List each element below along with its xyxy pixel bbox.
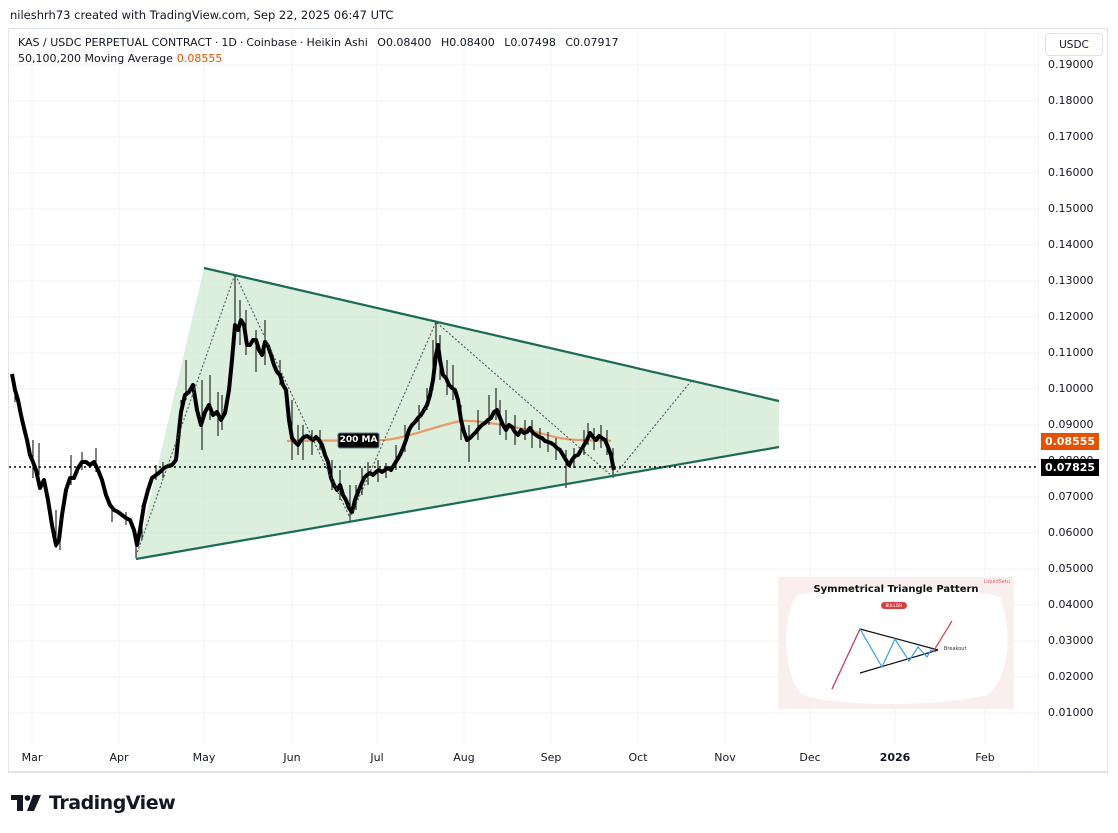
y-tick: 0.18000 [1048, 94, 1094, 107]
x-tick: Jun [283, 751, 301, 764]
x-tick: Apr [109, 751, 129, 764]
legend-indicator-row[interactable]: 50,100,200 Moving Average 0.08555 [18, 51, 619, 67]
x-tick: Sep [540, 751, 562, 764]
inset-illustration [778, 577, 1014, 709]
legend-indicator-name: 50,100,200 Moving Average [18, 52, 173, 65]
inset-badge: BULLISH [881, 602, 907, 609]
x-tick: Aug [453, 751, 475, 764]
x-tick: Mar [21, 751, 43, 764]
legend-close: C0.07917 [565, 36, 619, 49]
legend-open: O0.08400 [377, 36, 432, 49]
projected-zigzag-path [135, 272, 693, 557]
x-tick-year: 2026 [879, 751, 911, 764]
y-tick: 0.19000 [1048, 58, 1094, 71]
triangle-pattern-fill [136, 268, 779, 559]
chart-attribution: nileshrh73 created with TradingView.com,… [10, 8, 394, 22]
tradingview-wordmark: TradingView [49, 792, 176, 814]
legend-symbol[interactable]: KAS / USDC PERPETUAL CONTRACT [18, 36, 212, 49]
ma-price-tag: 0.08555 [1041, 433, 1099, 450]
x-tick: Dec [799, 751, 821, 764]
inset-title: Symmetrical Triangle Pattern [813, 584, 979, 595]
y-tick: 0.16000 [1048, 166, 1094, 179]
y-tick: 0.15000 [1048, 202, 1094, 215]
legend-low: L0.07498 [504, 36, 556, 49]
legend-exchange: Coinbase [246, 36, 297, 49]
y-tick: 0.04000 [1048, 598, 1094, 611]
x-tick: Oct [628, 751, 648, 764]
y-tick: 0.05000 [1048, 562, 1094, 575]
y-tick: 0.11000 [1048, 346, 1094, 359]
x-tick: Feb [975, 751, 995, 764]
y-tick: 0.02000 [1048, 670, 1094, 683]
symmetrical-triangle-reference-image: Symmetrical Triangle Pattern LiquidSetu … [778, 577, 1014, 709]
legend-high: H0.08400 [440, 36, 495, 49]
legend-chart-style: Heikin Ashi [306, 36, 368, 49]
tradingview-logo-icon [11, 795, 41, 811]
y-tick: 0.17000 [1048, 130, 1094, 143]
y-tick: 0.12000 [1048, 310, 1094, 323]
y-tick: 0.07000 [1048, 490, 1094, 503]
x-tick: Jul [370, 751, 384, 764]
time-axis-border [8, 772, 1108, 773]
y-tick: 0.14000 [1048, 238, 1094, 251]
legend-indicator-value: 0.08555 [176, 52, 223, 65]
inset-breakout-label: Breakout [944, 646, 967, 652]
chart-legend: KAS / USDC PERPETUAL CONTRACT · 1D · Coinbas… [18, 35, 619, 67]
x-tick: Nov [714, 751, 736, 764]
legend-interval: 1D [221, 36, 237, 49]
triangle-upper-trendline [203, 266, 780, 403]
y-tick: 0.06000 [1048, 526, 1094, 539]
y-tick: 0.03000 [1048, 634, 1094, 647]
legend-symbol-row: KAS / USDC PERPETUAL CONTRACT · 1D · Coinbas… [18, 36, 619, 49]
last-price-tag: 0.07825 [1041, 459, 1099, 476]
tradingview-logo[interactable]: TradingView [11, 792, 176, 814]
currency-button[interactable]: USDC [1045, 33, 1103, 56]
y-tick: 0.09000 [1048, 418, 1094, 431]
y-tick: 0.13000 [1048, 274, 1094, 287]
x-tick: May [192, 751, 216, 764]
triangle-lower-trendline [135, 445, 780, 561]
price-axis-separator [1038, 28, 1039, 772]
inset-brand: LiquidSetu [983, 579, 1010, 585]
ma-200-label-text: 200 MA [339, 435, 378, 445]
y-tick: 0.10000 [1048, 382, 1094, 395]
y-tick: 0.01000 [1048, 706, 1094, 719]
ma-200-label [337, 432, 380, 449]
